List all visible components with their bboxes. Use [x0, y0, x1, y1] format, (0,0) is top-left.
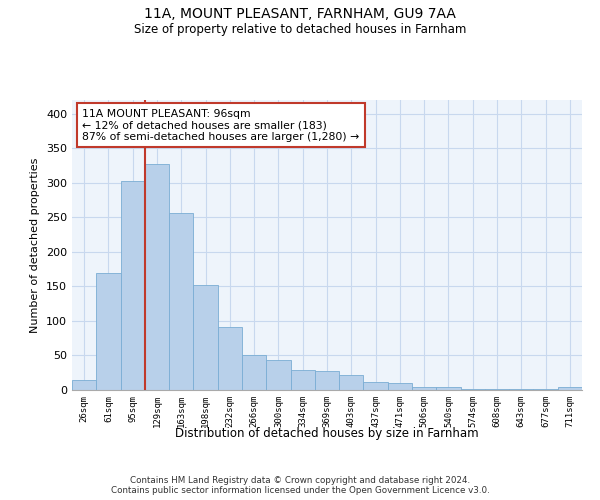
Bar: [266, 360, 290, 390]
Bar: [96, 272, 121, 390]
Bar: [315, 370, 339, 390]
Bar: [145, 164, 169, 390]
Bar: [339, 375, 364, 390]
Bar: [290, 370, 315, 390]
Y-axis label: Number of detached properties: Number of detached properties: [31, 158, 40, 332]
Text: Contains HM Land Registry data © Crown copyright and database right 2024.
Contai: Contains HM Land Registry data © Crown c…: [110, 476, 490, 495]
Bar: [558, 387, 582, 390]
Bar: [436, 387, 461, 390]
Bar: [412, 386, 436, 390]
Bar: [72, 380, 96, 390]
Text: 11A, MOUNT PLEASANT, FARNHAM, GU9 7AA: 11A, MOUNT PLEASANT, FARNHAM, GU9 7AA: [144, 8, 456, 22]
Bar: [193, 285, 218, 390]
Bar: [218, 327, 242, 390]
Text: Distribution of detached houses by size in Farnham: Distribution of detached houses by size …: [175, 428, 479, 440]
Bar: [169, 212, 193, 390]
Bar: [121, 182, 145, 390]
Text: 11A MOUNT PLEASANT: 96sqm
← 12% of detached houses are smaller (183)
87% of semi: 11A MOUNT PLEASANT: 96sqm ← 12% of detac…: [82, 108, 359, 142]
Text: Size of property relative to detached houses in Farnham: Size of property relative to detached ho…: [134, 22, 466, 36]
Bar: [461, 388, 485, 390]
Bar: [364, 382, 388, 390]
Bar: [242, 355, 266, 390]
Bar: [388, 383, 412, 390]
Bar: [509, 388, 533, 390]
